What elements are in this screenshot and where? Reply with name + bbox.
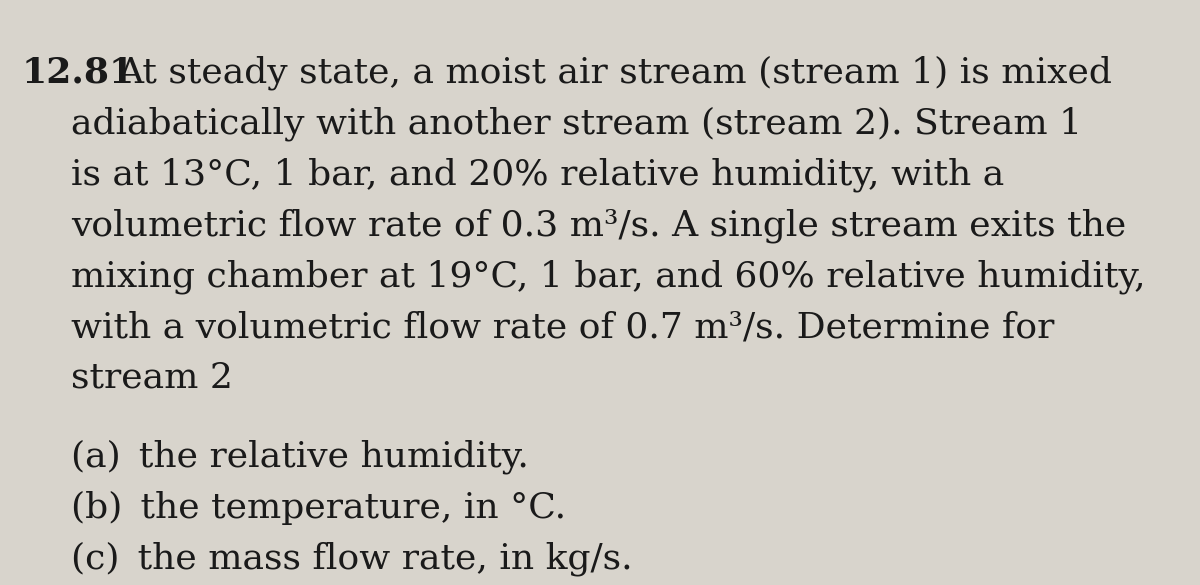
Text: (c) the mass flow rate, in kg/s.: (c) the mass flow rate, in kg/s. xyxy=(71,542,632,576)
Text: mixing chamber at 19°C, 1 bar, and 60% relative humidity,: mixing chamber at 19°C, 1 bar, and 60% r… xyxy=(71,259,1146,294)
Text: (b) the temperature, in °C.: (b) the temperature, in °C. xyxy=(71,491,566,525)
Text: (a) the relative humidity.: (a) the relative humidity. xyxy=(71,440,529,474)
Text: with a volumetric flow rate of 0.7 m³/s. Determine for: with a volumetric flow rate of 0.7 m³/s.… xyxy=(71,310,1055,344)
Text: At steady state, a moist air stream (stream 1) is mixed: At steady state, a moist air stream (str… xyxy=(118,56,1112,91)
Text: is at 13°C, 1 bar, and 20% relative humidity, with a: is at 13°C, 1 bar, and 20% relative humi… xyxy=(71,157,1004,192)
Text: 12.81: 12.81 xyxy=(22,56,136,90)
Text: volumetric flow rate of 0.3 m³/s. A single stream exits the: volumetric flow rate of 0.3 m³/s. A sing… xyxy=(71,208,1127,243)
Text: stream 2: stream 2 xyxy=(71,361,233,395)
Text: adiabatically with another stream (stream 2). Stream 1: adiabatically with another stream (strea… xyxy=(71,106,1082,142)
